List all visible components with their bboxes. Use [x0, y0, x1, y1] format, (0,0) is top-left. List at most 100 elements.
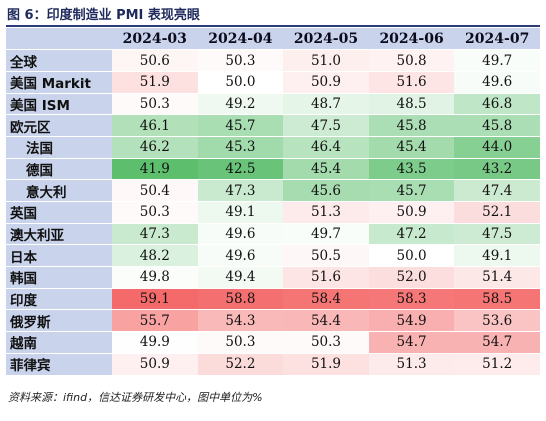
heat-cell: 47.3: [197, 179, 284, 202]
heat-cell: 50.9: [368, 201, 455, 224]
heat-cell: 50.3: [112, 201, 198, 224]
heat-cell: 51.3: [368, 353, 455, 376]
heat-cell: 50.0: [197, 71, 284, 94]
heat-cell: 51.0: [283, 49, 369, 72]
table-row: 全球 50.6 50.3 51.0 50.8 49.7: [6, 49, 540, 72]
row-label: 俄罗斯: [6, 309, 112, 333]
table-row: 英国 50.3 49.1 51.3 50.9 52.1: [6, 201, 540, 224]
heat-cell: 52.1: [454, 201, 540, 224]
heat-cell: 50.9: [283, 71, 369, 94]
heat-cell: 50.5: [283, 244, 369, 268]
column-header: 2024-04: [197, 28, 284, 51]
title-rule: [6, 25, 540, 27]
row-label: 日本: [6, 244, 112, 268]
column-header: 2024-07: [454, 28, 540, 51]
heat-cell: 51.3: [283, 201, 369, 224]
heat-cell: 50.3: [197, 49, 284, 72]
table-row: 日本 48.2 49.6 50.5 50.0 49.1: [6, 244, 540, 268]
heat-cell: 46.1: [112, 114, 198, 137]
heat-cell: 48.5: [368, 93, 455, 116]
heat-cell: 50.3: [197, 331, 284, 354]
row-label: 意大利: [6, 179, 112, 202]
heat-cell: 51.9: [112, 71, 198, 94]
row-label: 法国: [6, 136, 112, 159]
table-row: 欧元区 46.1 45.7 47.5 45.8 45.8: [6, 114, 540, 137]
heat-cell: 49.7: [283, 223, 369, 246]
heat-cell: 44.0: [454, 136, 540, 159]
heat-cell: 49.4: [197, 266, 284, 289]
heat-cell: 50.6: [112, 49, 198, 72]
figure-title: 图 6：印度制造业 PMI 表现亮眼: [7, 8, 200, 23]
table-row: 澳大利亚 47.3 49.6 49.7 47.2 47.5: [6, 223, 540, 246]
heat-cell: 45.7: [368, 179, 455, 202]
heat-cell: 59.1: [112, 288, 198, 311]
source-note: 资料来源：ifind，信达证券研发中心，图中单位为%: [8, 391, 263, 404]
heat-cell: 47.2: [368, 223, 455, 246]
heat-cell: 54.7: [454, 331, 540, 354]
heat-cell: 54.4: [283, 309, 369, 333]
heat-cell: 49.9: [112, 331, 198, 354]
heat-cell: 48.7: [283, 93, 369, 116]
heat-cell: 52.0: [368, 266, 455, 289]
heat-cell: 54.9: [368, 309, 455, 333]
heat-cell: 48.2: [112, 244, 198, 268]
heat-cell: 46.2: [112, 136, 198, 159]
heat-cell: 49.6: [197, 244, 284, 268]
heat-cell: 45.3: [197, 136, 284, 159]
heat-cell: 51.6: [283, 266, 369, 289]
column-header: 2024-03: [112, 28, 198, 51]
heat-cell: 53.6: [454, 309, 540, 333]
column-header: 2024-05: [283, 28, 369, 51]
heat-cell: 43.5: [368, 158, 455, 181]
pmi-heatmap-table: 2024-03 2024-04 2024-05 2024-06 2024-07 全球 50…: [6, 28, 540, 376]
row-label: 印度: [6, 288, 112, 311]
heat-cell: 49.8: [112, 266, 198, 289]
row-label: 澳大利亚: [6, 223, 112, 246]
table-row: 越南 49.9 50.3 50.3 54.7 54.7: [6, 331, 540, 354]
heat-cell: 50.8: [368, 49, 455, 72]
heat-cell: 42.5: [197, 158, 284, 181]
row-label: 韩国: [6, 266, 112, 289]
row-label: 全球: [6, 49, 112, 72]
heat-cell: 51.9: [283, 353, 369, 376]
column-header: 2024-06: [368, 28, 455, 51]
heat-cell: 45.4: [283, 158, 369, 181]
heat-cell: 50.3: [283, 331, 369, 354]
heat-cell: 45.8: [368, 114, 455, 137]
heat-cell: 58.3: [368, 288, 455, 311]
heat-cell: 45.6: [283, 179, 369, 202]
heat-cell: 50.0: [368, 244, 455, 268]
row-label: 欧元区: [6, 114, 112, 137]
heat-cell: 49.2: [197, 93, 284, 116]
table-row: 意大利 50.4 47.3 45.6 45.7 47.4: [6, 179, 540, 202]
row-label: 美国 ISM: [6, 93, 112, 116]
heatmap-body: 全球 50.6 50.3 51.0 50.8 49.7 美国 Markit 51.9 50.0 5…: [6, 49, 540, 376]
row-label: 德国: [6, 158, 112, 181]
heat-cell: 47.5: [454, 223, 540, 246]
heat-cell: 54.7: [368, 331, 455, 354]
heat-cell: 54.3: [197, 309, 284, 333]
heat-cell: 51.4: [454, 266, 540, 289]
heat-cell: 49.7: [454, 49, 540, 72]
heat-cell: 51.6: [368, 71, 455, 94]
row-label: 越南: [6, 331, 112, 354]
table-row: 德国 41.9 42.5 45.4 43.5 43.2: [6, 158, 540, 181]
heat-cell: 43.2: [454, 158, 540, 181]
table-row: 韩国 49.8 49.4 51.6 52.0 51.4: [6, 266, 540, 289]
heat-cell: 47.4: [454, 179, 540, 202]
table-row: 法国 46.2 45.3 46.4 45.4 44.0: [6, 136, 540, 159]
corner-cell: [6, 28, 112, 51]
heat-cell: 58.5: [454, 288, 540, 311]
heat-cell: 47.5: [283, 114, 369, 137]
row-label: 美国 Markit: [6, 71, 112, 94]
heat-cell: 50.4: [112, 179, 198, 202]
heat-cell: 58.8: [197, 288, 284, 311]
heat-cell: 46.8: [454, 93, 540, 116]
heat-cell: 49.6: [197, 223, 284, 246]
heat-cell: 50.9: [112, 353, 198, 376]
heat-cell: 47.3: [112, 223, 198, 246]
heat-cell: 55.7: [112, 309, 198, 333]
heat-cell: 52.2: [197, 353, 284, 376]
heat-cell: 49.6: [454, 71, 540, 94]
heat-cell: 45.4: [368, 136, 455, 159]
